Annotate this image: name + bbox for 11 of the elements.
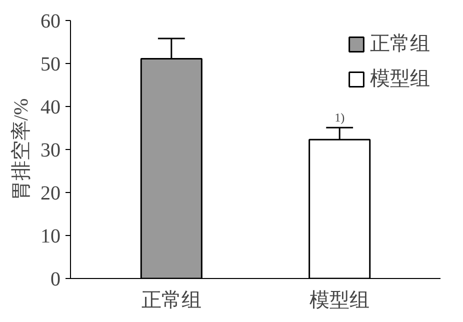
legend-label: 模型组	[370, 67, 430, 92]
y-tick-label: 60	[40, 10, 60, 32]
y-axis-title: 胃排空率/%	[10, 98, 32, 201]
y-tick-label: 20	[40, 182, 60, 204]
y-tick-label: 50	[40, 54, 60, 76]
annotation: 1)	[334, 110, 345, 125]
y-tick-label: 30	[40, 140, 60, 162]
y-tick-label: 40	[40, 96, 60, 118]
y-tick-label: 0	[50, 268, 60, 290]
y-tick-label: 10	[40, 226, 60, 248]
legend-label: 正常组	[370, 32, 430, 57]
